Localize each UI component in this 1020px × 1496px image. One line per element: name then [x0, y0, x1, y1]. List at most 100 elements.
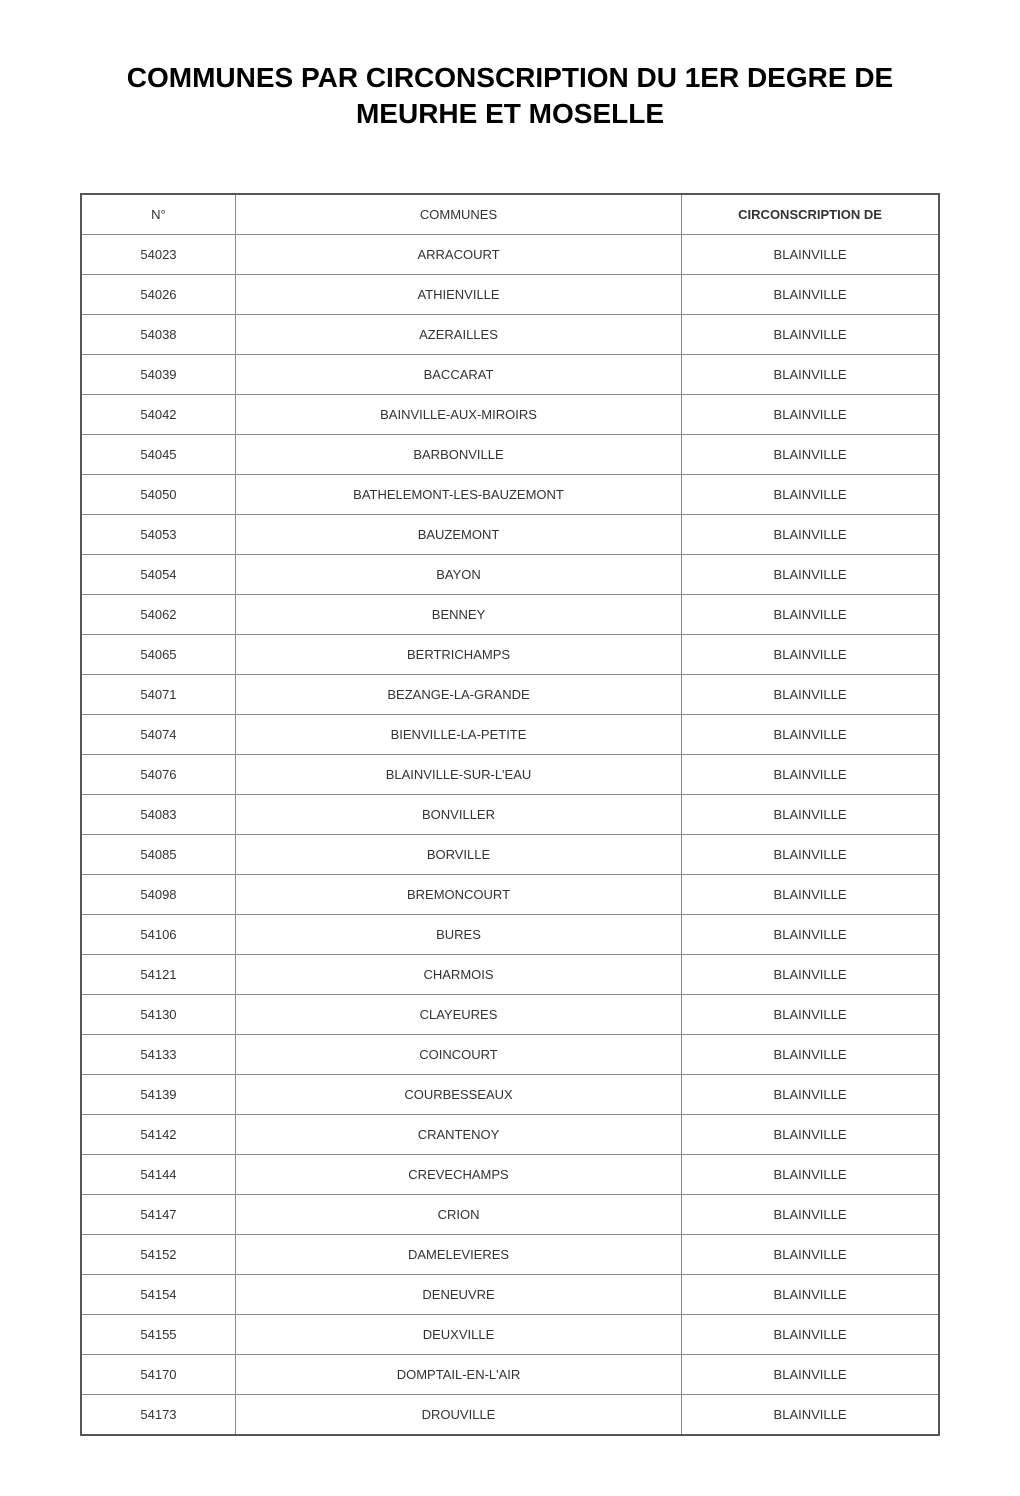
cell-number: 54085: [81, 834, 235, 874]
cell-commune: BONVILLER: [235, 794, 681, 834]
cell-number: 54173: [81, 1394, 235, 1435]
cell-commune: DENEUVRE: [235, 1274, 681, 1314]
cell-commune: DROUVILLE: [235, 1394, 681, 1435]
cell-circonscription: BLAINVILLE: [682, 514, 939, 554]
table-row: 54085BORVILLEBLAINVILLE: [81, 834, 939, 874]
cell-circonscription: BLAINVILLE: [682, 1154, 939, 1194]
cell-circonscription: BLAINVILLE: [682, 474, 939, 514]
cell-number: 54065: [81, 634, 235, 674]
cell-number: 54023: [81, 234, 235, 274]
cell-circonscription: BLAINVILLE: [682, 1034, 939, 1074]
cell-commune: BREMONCOURT: [235, 874, 681, 914]
cell-commune: BAINVILLE-AUX-MIROIRS: [235, 394, 681, 434]
table-row: 54038AZERAILLESBLAINVILLE: [81, 314, 939, 354]
table-row: 54071BEZANGE-LA-GRANDEBLAINVILLE: [81, 674, 939, 714]
table-row: 54133COINCOURTBLAINVILLE: [81, 1034, 939, 1074]
cell-circonscription: BLAINVILLE: [682, 1314, 939, 1354]
table-row: 54062BENNEYBLAINVILLE: [81, 594, 939, 634]
table-row: 54053BAUZEMONTBLAINVILLE: [81, 514, 939, 554]
cell-number: 54054: [81, 554, 235, 594]
cell-circonscription: BLAINVILLE: [682, 714, 939, 754]
cell-commune: BLAINVILLE-SUR-L'EAU: [235, 754, 681, 794]
cell-commune: BEZANGE-LA-GRANDE: [235, 674, 681, 714]
cell-commune: CHARMOIS: [235, 954, 681, 994]
cell-circonscription: BLAINVILLE: [682, 234, 939, 274]
cell-circonscription: BLAINVILLE: [682, 1234, 939, 1274]
cell-circonscription: BLAINVILLE: [682, 1274, 939, 1314]
cell-number: 54154: [81, 1274, 235, 1314]
table-row: 54147CRIONBLAINVILLE: [81, 1194, 939, 1234]
cell-commune: BACCARAT: [235, 354, 681, 394]
table-row: 54154DENEUVREBLAINVILLE: [81, 1274, 939, 1314]
cell-circonscription: BLAINVILLE: [682, 754, 939, 794]
table-row: 54152DAMELEVIERESBLAINVILLE: [81, 1234, 939, 1274]
cell-number: 54038: [81, 314, 235, 354]
page-title: COMMUNES PAR CIRCONSCRIPTION DU 1ER DEGR…: [80, 60, 940, 133]
cell-number: 54098: [81, 874, 235, 914]
table-row: 54170DOMPTAIL-EN-L'AIRBLAINVILLE: [81, 1354, 939, 1394]
cell-number: 54147: [81, 1194, 235, 1234]
cell-circonscription: BLAINVILLE: [682, 554, 939, 594]
cell-number: 54042: [81, 394, 235, 434]
cell-commune: CLAYEURES: [235, 994, 681, 1034]
cell-commune: BORVILLE: [235, 834, 681, 874]
column-header-number: N°: [81, 194, 235, 235]
table-row: 54026ATHIENVILLEBLAINVILLE: [81, 274, 939, 314]
cell-circonscription: BLAINVILLE: [682, 1114, 939, 1154]
cell-commune: AZERAILLES: [235, 314, 681, 354]
table-row: 54039BACCARATBLAINVILLE: [81, 354, 939, 394]
cell-commune: DAMELEVIERES: [235, 1234, 681, 1274]
table-row: 54054BAYONBLAINVILLE: [81, 554, 939, 594]
table-row: 54142CRANTENOYBLAINVILLE: [81, 1114, 939, 1154]
cell-circonscription: BLAINVILLE: [682, 834, 939, 874]
cell-circonscription: BLAINVILLE: [682, 1074, 939, 1114]
cell-number: 54050: [81, 474, 235, 514]
table-row: 54144CREVECHAMPSBLAINVILLE: [81, 1154, 939, 1194]
cell-number: 54121: [81, 954, 235, 994]
cell-circonscription: BLAINVILLE: [682, 314, 939, 354]
cell-circonscription: BLAINVILLE: [682, 674, 939, 714]
cell-number: 54062: [81, 594, 235, 634]
table-row: 54173DROUVILLEBLAINVILLE: [81, 1394, 939, 1435]
cell-commune: ARRACOURT: [235, 234, 681, 274]
cell-number: 54133: [81, 1034, 235, 1074]
cell-number: 54139: [81, 1074, 235, 1114]
cell-number: 54155: [81, 1314, 235, 1354]
column-header-circonscription: CIRCONSCRIPTION DE: [682, 194, 939, 235]
cell-commune: COINCOURT: [235, 1034, 681, 1074]
cell-commune: DOMPTAIL-EN-L'AIR: [235, 1354, 681, 1394]
table-row: 54121CHARMOISBLAINVILLE: [81, 954, 939, 994]
cell-number: 54071: [81, 674, 235, 714]
cell-commune: DEUXVILLE: [235, 1314, 681, 1354]
cell-number: 54045: [81, 434, 235, 474]
cell-commune: BATHELEMONT-LES-BAUZEMONT: [235, 474, 681, 514]
table-row: 54042BAINVILLE-AUX-MIROIRSBLAINVILLE: [81, 394, 939, 434]
cell-number: 54039: [81, 354, 235, 394]
cell-number: 54053: [81, 514, 235, 554]
cell-circonscription: BLAINVILLE: [682, 274, 939, 314]
cell-circonscription: BLAINVILLE: [682, 594, 939, 634]
cell-circonscription: BLAINVILLE: [682, 874, 939, 914]
table-row: 54050BATHELEMONT-LES-BAUZEMONTBLAINVILLE: [81, 474, 939, 514]
cell-number: 54130: [81, 994, 235, 1034]
cell-circonscription: BLAINVILLE: [682, 994, 939, 1034]
table-row: 54155DEUXVILLEBLAINVILLE: [81, 1314, 939, 1354]
cell-commune: COURBESSEAUX: [235, 1074, 681, 1114]
cell-commune: BURES: [235, 914, 681, 954]
cell-commune: BIENVILLE-LA-PETITE: [235, 714, 681, 754]
cell-number: 54106: [81, 914, 235, 954]
table-row: 54065BERTRICHAMPSBLAINVILLE: [81, 634, 939, 674]
cell-circonscription: BLAINVILLE: [682, 794, 939, 834]
cell-circonscription: BLAINVILLE: [682, 634, 939, 674]
table-row: 54023ARRACOURTBLAINVILLE: [81, 234, 939, 274]
cell-commune: BAUZEMONT: [235, 514, 681, 554]
cell-circonscription: BLAINVILLE: [682, 354, 939, 394]
cell-circonscription: BLAINVILLE: [682, 1194, 939, 1234]
table-row: 54076BLAINVILLE-SUR-L'EAUBLAINVILLE: [81, 754, 939, 794]
cell-commune: ATHIENVILLE: [235, 274, 681, 314]
cell-commune: BAYON: [235, 554, 681, 594]
cell-number: 54170: [81, 1354, 235, 1394]
cell-commune: CREVECHAMPS: [235, 1154, 681, 1194]
table-row: 54106BURESBLAINVILLE: [81, 914, 939, 954]
cell-commune: BERTRICHAMPS: [235, 634, 681, 674]
